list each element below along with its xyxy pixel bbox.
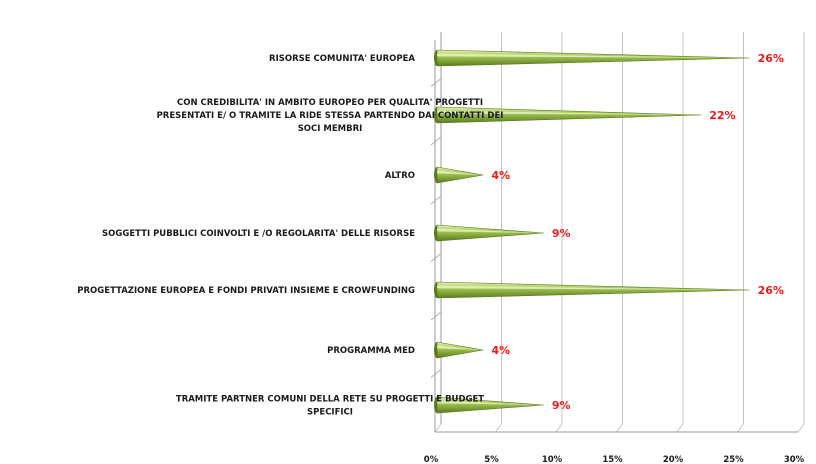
cone-bar [434,281,750,299]
x-tick-label: 10% [542,455,563,464]
cone-body [436,166,484,184]
cone-highlight [437,110,702,115]
floor-gridline [676,423,684,433]
category-tick [430,369,442,378]
category-label: RISORSE COMUNITA' EUROPEA [269,54,415,64]
cone-bar [434,341,484,359]
data-label: 4% [491,344,510,357]
cone-body [436,281,750,299]
category-label: PROGRAMMA MED [327,346,415,356]
data-label: 22% [709,109,735,122]
category-label: SOGGETTI PUBBLICI COINVOLTI E /O REGOLAR… [102,229,415,239]
cone-bar [434,49,750,67]
cone-body [436,106,702,124]
cone-bar [434,396,544,414]
floor-gridline [495,423,502,433]
category-label: TRAMITE PARTNER COMUNI DELLA RETE SU PRO… [176,395,484,418]
data-label: 26% [758,284,784,297]
floor-gridline [616,423,623,433]
cone-bar [434,106,702,124]
data-label: 9% [552,399,571,412]
category-tick [430,311,442,321]
data-label: 26% [758,52,784,65]
cone-highlight [437,345,484,350]
category-label: CON CREDIBILITA' IN AMBITO EUROPEO PER Q… [157,98,504,134]
category-label: PROGETTAZIONE EUROPEA E FONDI PRIVATI IN… [77,286,415,296]
cone-bar [434,224,544,242]
category-label: ALTRO [385,171,415,181]
cone-body [436,224,544,242]
cone-body [436,49,750,67]
data-label: 9% [552,227,571,240]
category-tick [430,195,442,205]
cone-highlight [437,400,544,405]
cone-bar [434,166,484,184]
floor-gridline [737,423,744,433]
x-tick-label: 25% [723,455,744,464]
cone-highlight [437,228,544,233]
cone-body [436,341,484,359]
cone-highlight [437,285,750,290]
x-tick-label: 15% [602,455,623,464]
floor-gridline [555,423,563,433]
category-tick [430,78,442,87]
floor-gridline [434,423,442,433]
floor-gridline [797,423,805,433]
category-tick [430,253,442,262]
x-tick-label: 30% [784,455,805,464]
data-label: 4% [491,169,510,182]
cone-highlight [437,170,484,175]
category-tick [430,136,442,146]
cone-body [436,396,544,414]
x-tick-label: 20% [663,455,684,464]
cone-highlight [437,53,750,58]
x-tick-label: 5% [484,455,499,464]
x-tick-label: 0% [424,455,439,464]
